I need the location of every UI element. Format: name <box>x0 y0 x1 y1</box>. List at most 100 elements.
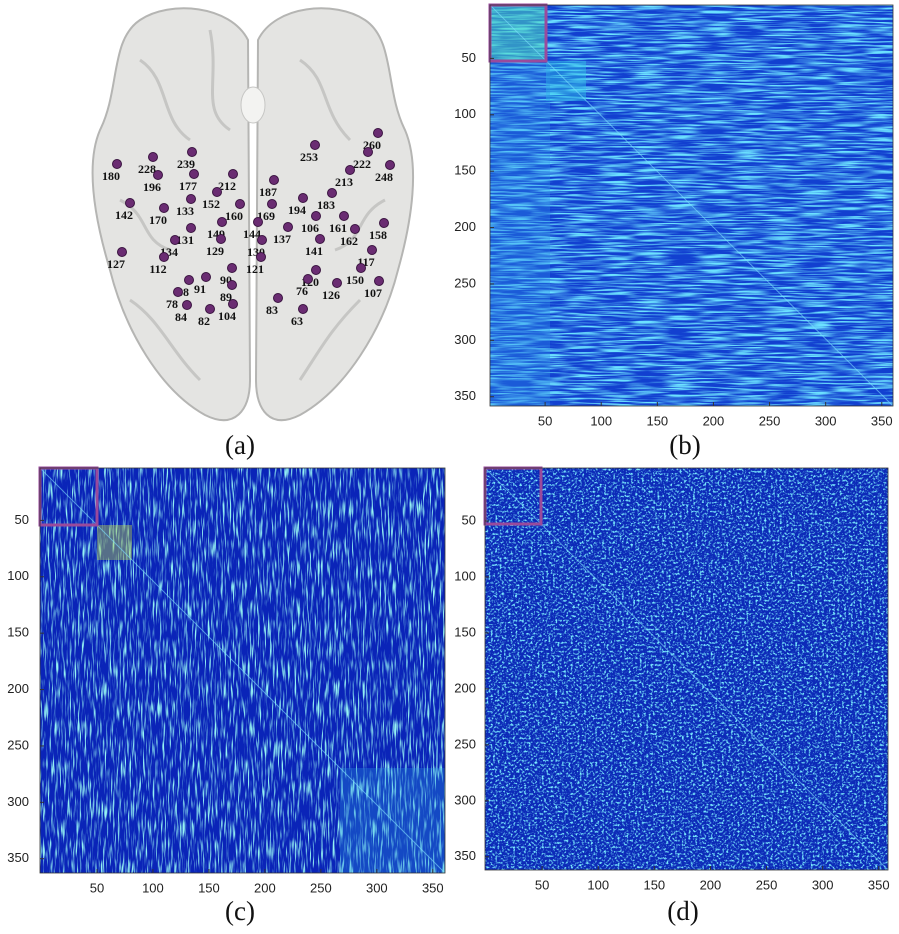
brain <box>91 7 415 421</box>
x-tick-label: 350 <box>868 877 890 892</box>
node-label: 248 <box>375 170 393 184</box>
node-dot <box>212 187 222 197</box>
node-label: 228 <box>138 162 156 176</box>
y-tick-label: 150 <box>7 625 29 640</box>
node-dot <box>385 160 395 170</box>
node-dot <box>363 147 373 157</box>
node-dot <box>235 199 245 209</box>
node-dot <box>374 276 384 286</box>
x-tick-label: 100 <box>587 877 609 892</box>
node-dot <box>227 263 237 273</box>
diagonal <box>489 4 894 407</box>
x-tick-label: 200 <box>254 880 276 895</box>
node-label: 158 <box>369 228 387 242</box>
y-tick-label: 350 <box>7 850 29 865</box>
node-label: 126 <box>322 288 340 302</box>
node-dot <box>256 252 266 262</box>
diagonal <box>484 467 889 871</box>
node-dot <box>379 218 389 228</box>
frame <box>484 467 889 871</box>
y-tick-label: 150 <box>454 624 476 639</box>
node-label: 129 <box>206 244 224 258</box>
x-tick-label: 150 <box>646 413 668 428</box>
x-tick-label: 50 <box>90 880 104 895</box>
node-label: 82 <box>198 314 210 328</box>
node-label: 89 <box>220 290 232 304</box>
midline <box>240 86 266 124</box>
node-dot <box>273 293 283 303</box>
node-dot <box>315 234 325 244</box>
node-dot <box>257 235 267 245</box>
node-dot <box>186 194 196 204</box>
node-label: 183 <box>317 198 335 212</box>
node-label: 196 <box>143 180 161 194</box>
x-tick-label: 250 <box>756 877 778 892</box>
node-label: 127 <box>107 257 125 271</box>
node-label: 76 <box>296 284 308 298</box>
x-tick-label: 50 <box>535 877 549 892</box>
node-dot <box>228 169 238 179</box>
node-dot <box>339 211 349 221</box>
node-dot <box>112 159 122 169</box>
y-tick-label: 100 <box>7 568 29 583</box>
gyri <box>119 29 386 382</box>
caption: (a) <box>225 430 255 460</box>
node-dot <box>186 223 196 233</box>
node-label: 91 <box>194 282 206 296</box>
y-tick-label: 100 <box>454 106 476 121</box>
node-dot <box>228 299 238 309</box>
node-label: 137 <box>273 232 291 246</box>
node-label: 194 <box>288 203 306 217</box>
node-label: 152 <box>202 197 220 211</box>
y-tick-label: 150 <box>454 163 476 178</box>
node-dot <box>227 280 237 290</box>
y-tick-label: 250 <box>7 737 29 752</box>
node-dot <box>187 147 197 157</box>
node-label: 106 <box>301 221 319 235</box>
y-tick-label: 50 <box>462 50 476 65</box>
node-dot <box>217 217 227 227</box>
node-dot <box>182 300 192 310</box>
node-dot <box>298 304 308 314</box>
y-tick-label: 300 <box>7 794 29 809</box>
node-dot <box>267 199 277 209</box>
node-dot <box>201 272 211 282</box>
node-dot <box>253 217 263 227</box>
x-tick-label: 200 <box>700 877 722 892</box>
x-tick-label: 200 <box>703 413 725 428</box>
x-tick-label: 300 <box>366 880 388 895</box>
y-tick-label: 300 <box>454 332 476 347</box>
node-dot <box>311 265 321 275</box>
node-dot <box>303 274 313 284</box>
node-label: 162 <box>340 234 358 248</box>
node-dot <box>269 175 279 185</box>
node-dot <box>159 252 169 262</box>
left-hemisphere <box>91 7 252 421</box>
node-label: 133 <box>176 204 194 218</box>
y-tick-label: 250 <box>454 736 476 751</box>
node-dot <box>159 203 169 213</box>
y-tick-label: 350 <box>454 848 476 863</box>
node-dot <box>327 188 337 198</box>
node-label: 121 <box>246 262 264 276</box>
node-dot <box>298 193 308 203</box>
node-dot <box>367 245 377 255</box>
node-label: 84 <box>175 310 187 324</box>
node-dot <box>345 165 355 175</box>
node-dot <box>356 263 366 273</box>
node-dot <box>350 224 360 234</box>
node-dot <box>205 304 215 314</box>
x-tick-label: 300 <box>812 877 834 892</box>
node-label: 170 <box>149 213 167 227</box>
block <box>490 61 550 406</box>
node-label: 180 <box>102 169 120 183</box>
node-label: 187 <box>259 185 277 199</box>
node-dot <box>189 169 199 179</box>
x-tick-label: 350 <box>422 880 444 895</box>
node-label: 239 <box>177 157 195 171</box>
frame <box>39 467 446 874</box>
y-tick-label: 350 <box>454 388 476 403</box>
